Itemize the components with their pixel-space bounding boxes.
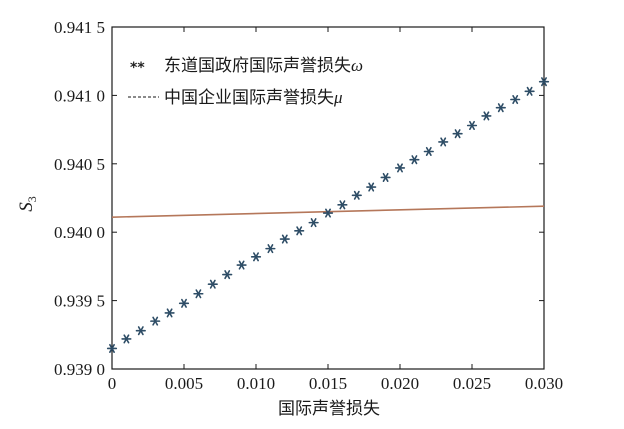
data-point-government: [423, 146, 434, 157]
ticks: 0 0.005 0.010 0.015 0.020 0.025 0.030 0.939 0 0.…: [54, 18, 563, 393]
data-point-government: [193, 289, 204, 299]
data-point-government: [466, 120, 478, 131]
data-point-government: [164, 308, 175, 318]
y-tick-label: 0.939 5: [54, 292, 105, 311]
legend-symbol-omega: ω: [351, 56, 363, 75]
axes: [111, 26, 545, 370]
y-axis-label-sub: 3: [25, 196, 39, 202]
y-tick-label: 0.940 0: [54, 223, 105, 242]
x-axis-label: 国际声誉损失: [278, 399, 380, 419]
legend-marker-asterisk: **: [130, 60, 145, 76]
legend-symbol-mu: μ: [333, 88, 343, 107]
data-point-government: [121, 334, 132, 344]
plot-frame: [111, 26, 545, 370]
legend: ** 东道国政府国际声誉损失ω 中国企业国际声誉损失μ: [128, 56, 363, 108]
data-point-government: [265, 244, 276, 254]
data-point-government: [106, 343, 118, 354]
data-point-government: [337, 200, 348, 210]
data-point-government: [366, 182, 377, 192]
data-point-government: [380, 172, 391, 183]
data-point-government: [135, 326, 146, 336]
data-point-government: [510, 94, 521, 105]
y-axis-label: S3: [16, 196, 39, 212]
data-point-government: [351, 190, 362, 200]
legend-label-government-text: 东道国政府国际声誉损失: [164, 56, 351, 76]
series-layer: [106, 77, 550, 354]
data-point-government: [495, 103, 506, 113]
y-axis-label-main: S: [16, 202, 37, 212]
x-tick-label: 0.005: [165, 374, 203, 393]
data-point-government: [236, 260, 247, 270]
x-tick-label: 0.020: [381, 374, 419, 393]
data-point-government: [538, 77, 550, 87]
x-tick-label: 0.025: [453, 374, 491, 393]
data-point-government: [279, 234, 290, 244]
data-point-government: [452, 129, 463, 139]
data-point-government: [207, 279, 218, 289]
data-point-government: [481, 111, 492, 121]
data-point-government: [438, 137, 449, 147]
data-point-government: [222, 270, 233, 280]
legend-label-government: 东道国政府国际声誉损失ω: [164, 56, 363, 76]
data-point-government: [150, 316, 161, 326]
data-point-government: [178, 298, 190, 308]
x-tick-label: 0.030: [525, 374, 563, 393]
data-point-government: [394, 163, 406, 173]
data-point-government: [294, 226, 305, 236]
legend-label-enterprise: 中国企业国际声誉损失μ: [164, 88, 343, 108]
y-tick-label: 0.941 0: [54, 86, 105, 105]
y-tick-label: 0.941 5: [54, 18, 105, 37]
data-point-government: [524, 86, 535, 96]
data-point-government: [250, 252, 262, 262]
y-tick-label: 0.939 0: [54, 360, 105, 379]
x-tick-label: 0.015: [309, 374, 347, 393]
x-tick-label: 0.010: [237, 374, 275, 393]
x-tick-label: 0: [108, 374, 117, 393]
data-point-government: [409, 155, 420, 165]
data-point-government: [308, 218, 319, 228]
y-tick-label: 0.940 5: [54, 155, 105, 174]
data-point-government: [322, 208, 334, 218]
legend-label-enterprise-text: 中国企业国际声誉损失: [164, 88, 334, 108]
